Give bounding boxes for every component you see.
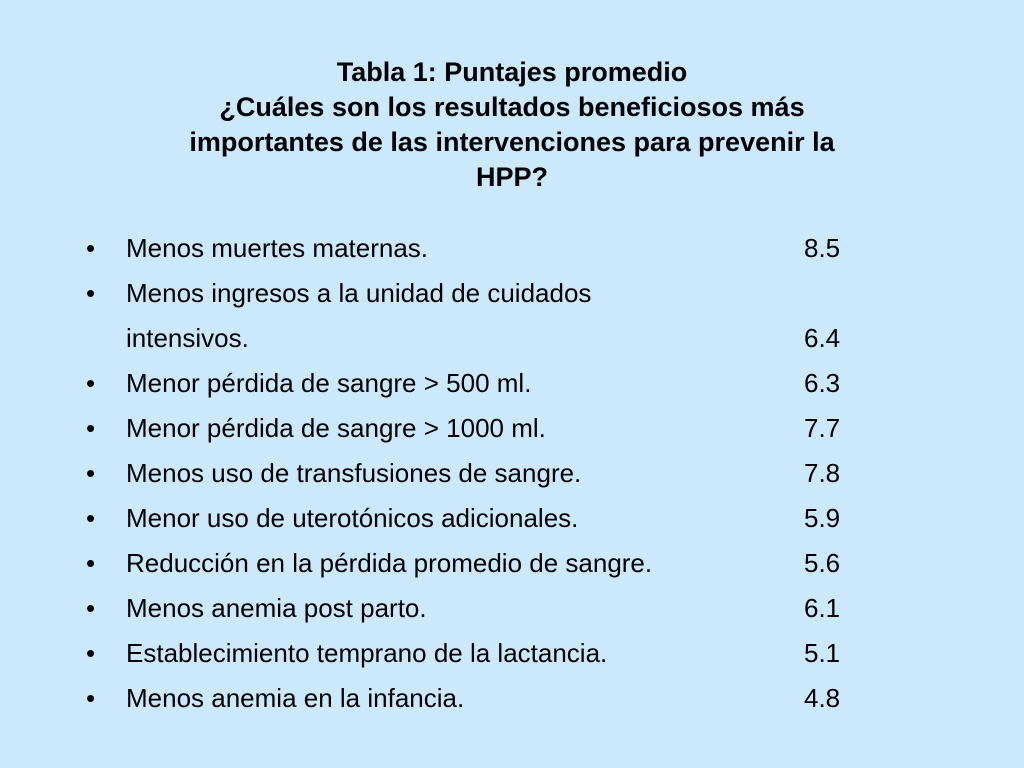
bullet-icon: • — [86, 413, 96, 443]
bullet-icon: • — [86, 368, 96, 398]
item-text: Establecimiento temprano de la lactancia… — [126, 638, 608, 668]
list-item: • Menor pérdida de sangre > 1000 ml. 7.7 — [0, 406, 1024, 451]
bullet-icon: • — [86, 233, 96, 263]
item-text: Reducción en la pérdida promedio de sang… — [126, 548, 653, 578]
item-text: Menor uso de uterotónicos adicionales. — [126, 503, 579, 533]
item-text: Menos anemia en la infancia. — [126, 683, 465, 713]
item-text: Menos ingresos a la unidad de cuidados i… — [126, 278, 592, 353]
title-line-2: ¿Cuáles son los resultados beneficiosos … — [219, 92, 805, 122]
list-item: • Menos anemia en la infancia. 4.8 — [0, 676, 1024, 721]
item-text: Menor pérdida de sangre > 500 ml. — [126, 368, 532, 398]
slide-title: Tabla 1: Puntajes promedio ¿Cuáles son l… — [60, 55, 964, 195]
bullet-icon: • — [86, 278, 96, 308]
list-item: • Menor pérdida de sangre > 500 ml. 6.3 — [0, 361, 1024, 406]
bullet-icon: • — [86, 593, 96, 623]
list-item: • Menos ingresos a la unidad de cuidados… — [0, 271, 1024, 361]
list-item: • Menos uso de transfusiones de sangre. … — [0, 451, 1024, 496]
title-line-3: importantes de las intervenciones para p… — [189, 127, 835, 157]
bullet-icon: • — [86, 458, 96, 488]
item-score: 7.8 — [804, 458, 841, 488]
list-item: • Menor uso de uterotónicos adicionales.… — [0, 496, 1024, 541]
item-score: 8.5 — [804, 233, 841, 263]
item-score: 6.1 — [804, 593, 841, 623]
list-item: • Menos anemia post parto. 6.1 — [0, 586, 1024, 631]
bullet-icon: • — [86, 503, 96, 533]
outcome-list: • Menos muertes maternas. 8.5 • Menos in… — [0, 226, 1024, 721]
list-item: • Menos muertes maternas. 8.5 — [0, 226, 1024, 271]
item-text: Menos muertes maternas. — [126, 233, 429, 263]
item-score: 7.7 — [804, 413, 841, 443]
item-score: 4.8 — [804, 683, 841, 713]
item-text: Menor pérdida de sangre > 1000 ml. — [126, 413, 546, 443]
title-line-4: HPP? — [475, 162, 548, 192]
item-score: 5.6 — [804, 548, 841, 578]
item-score: 5.1 — [804, 638, 841, 668]
item-score: 5.9 — [804, 503, 841, 533]
list-item: • Establecimiento temprano de la lactanc… — [0, 631, 1024, 676]
list-item: • Reducción en la pérdida promedio de sa… — [0, 541, 1024, 586]
bullet-icon: • — [86, 683, 96, 713]
item-text: Menos uso de transfusiones de sangre. — [126, 458, 582, 488]
item-text: Menos anemia post parto. — [126, 593, 427, 623]
bullet-icon: • — [86, 548, 96, 578]
item-score: 6.3 — [804, 368, 841, 398]
item-score: 6.4 — [804, 323, 841, 353]
title-line-1: Tabla 1: Puntajes promedio — [336, 57, 688, 87]
bullet-icon: • — [86, 638, 96, 668]
